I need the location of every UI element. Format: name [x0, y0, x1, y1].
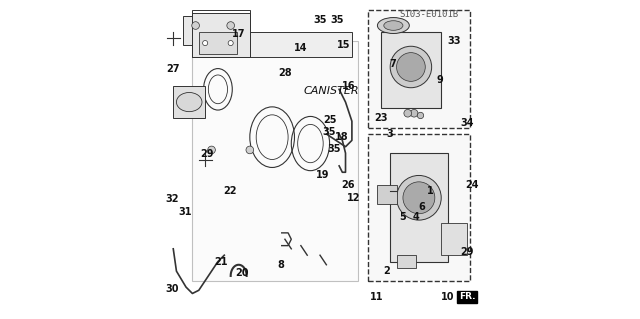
Polygon shape [202, 32, 352, 57]
Polygon shape [378, 185, 397, 204]
Polygon shape [183, 16, 215, 45]
Text: FR.: FR. [458, 292, 476, 302]
Text: 27: 27 [166, 63, 179, 74]
Circle shape [404, 109, 412, 117]
Text: 31: 31 [179, 207, 192, 217]
Circle shape [390, 46, 431, 88]
Text: 14: 14 [294, 43, 308, 53]
Text: 23: 23 [374, 113, 387, 123]
Text: 24: 24 [465, 180, 478, 190]
Polygon shape [173, 86, 205, 118]
Text: 28: 28 [279, 68, 292, 78]
Ellipse shape [177, 93, 202, 112]
Text: 29: 29 [200, 149, 214, 159]
Text: 35: 35 [323, 127, 337, 137]
Text: 22: 22 [223, 186, 237, 197]
Circle shape [208, 146, 216, 154]
Text: 11: 11 [370, 292, 383, 302]
Polygon shape [193, 13, 250, 57]
Text: FR.: FR. [459, 292, 476, 300]
Polygon shape [368, 134, 470, 281]
Text: 9: 9 [436, 75, 443, 85]
Text: 30: 30 [166, 284, 179, 294]
Circle shape [203, 41, 208, 46]
Text: CANISTER: CANISTER [303, 86, 359, 96]
Polygon shape [390, 153, 447, 262]
Ellipse shape [384, 21, 403, 30]
Text: 19: 19 [316, 170, 330, 181]
Circle shape [246, 146, 253, 154]
Text: 32: 32 [165, 194, 179, 204]
Text: 5: 5 [399, 212, 406, 222]
Text: 12: 12 [347, 193, 360, 203]
Polygon shape [368, 10, 470, 128]
Text: 1: 1 [427, 186, 433, 197]
Text: 33: 33 [447, 36, 461, 46]
Circle shape [397, 53, 425, 81]
Text: 2: 2 [383, 266, 390, 276]
Text: 35: 35 [330, 15, 344, 25]
Text: 35: 35 [313, 15, 327, 25]
Text: 26: 26 [341, 180, 355, 190]
Text: 6: 6 [419, 202, 426, 212]
Text: 15: 15 [337, 40, 351, 50]
Text: 25: 25 [323, 115, 337, 125]
Circle shape [227, 22, 234, 29]
Polygon shape [193, 41, 358, 281]
Ellipse shape [378, 18, 410, 33]
Text: 17: 17 [232, 29, 245, 40]
Text: 3: 3 [386, 129, 393, 139]
Polygon shape [199, 32, 237, 54]
Text: 29: 29 [460, 247, 474, 257]
Text: 16: 16 [342, 81, 355, 91]
Circle shape [228, 41, 233, 46]
Text: 35: 35 [328, 144, 341, 154]
Text: 34: 34 [460, 118, 474, 128]
Polygon shape [441, 223, 467, 255]
Text: 18: 18 [335, 132, 348, 142]
Text: 7: 7 [389, 59, 396, 69]
Circle shape [403, 182, 435, 214]
Circle shape [397, 175, 441, 220]
Text: 21: 21 [214, 256, 228, 267]
Text: 20: 20 [235, 268, 248, 278]
Circle shape [192, 22, 200, 29]
Polygon shape [397, 255, 416, 268]
Text: 10: 10 [441, 292, 454, 302]
Circle shape [410, 109, 418, 117]
Text: 8: 8 [278, 260, 285, 270]
Text: 4: 4 [412, 212, 419, 222]
Text: S103-E0101B: S103-E0101B [399, 10, 458, 19]
Polygon shape [381, 32, 441, 108]
Circle shape [417, 112, 424, 119]
